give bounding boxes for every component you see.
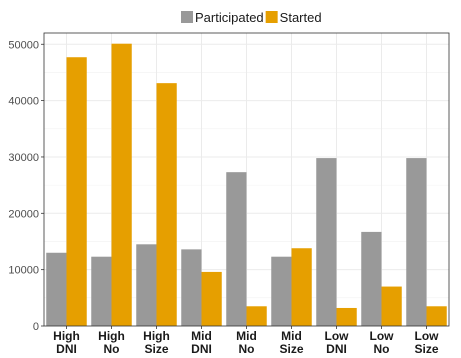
bars (46, 43, 447, 327)
x-tick-label-line: Low (370, 329, 395, 343)
x-tick-label-line: Low (415, 329, 440, 343)
bar-started-high-dni (66, 57, 87, 326)
x-tick-label-line: High (98, 329, 125, 343)
legend-swatch-participated (181, 11, 193, 23)
y-tick-label: 40000 (8, 96, 39, 108)
x-tick-label-line: Size (144, 342, 168, 356)
x-tick-label-line: Mid (191, 329, 212, 343)
bar-started-high-size (156, 83, 177, 327)
y-tick-label: 10000 (8, 265, 39, 277)
x-tick-label-line: DNI (56, 342, 77, 356)
x-tick-label: High Size (143, 329, 170, 356)
x-tick-label: Mid Size (279, 329, 303, 356)
x-tick-label: Low DNI (325, 329, 350, 356)
x-tick-label-line: Mid (236, 329, 257, 343)
y-tick-label: 0 (33, 321, 39, 333)
bar-participated-mid-no (226, 172, 247, 326)
y-tick-label: 50000 (8, 39, 39, 51)
x-tick-label: Mid No (236, 329, 257, 356)
legend-swatch-started (265, 11, 278, 23)
bar-participated-high-no (91, 256, 112, 326)
x-tick-label-line: High (143, 329, 170, 343)
x-tick-label-line: No (104, 342, 120, 356)
bar-started-low-size (426, 306, 447, 326)
bar-participated-low-size (406, 158, 427, 326)
x-tick-label-line: Size (414, 342, 438, 356)
legend: Participated Started (181, 10, 322, 25)
bar-participated-mid-size (271, 256, 292, 326)
x-tick-label-line: DNI (191, 342, 212, 356)
bar-started-mid-no (246, 306, 267, 326)
bar-participated-high-size (136, 244, 157, 326)
x-tick-label-line: Low (325, 329, 350, 343)
plot-area (43, 32, 450, 327)
x-tick-label: Low Size (414, 329, 439, 356)
legend-label-participated: Participated (195, 10, 264, 25)
x-tick-label: High DNI (53, 329, 80, 356)
bar-participated-high-dni (46, 252, 67, 326)
x-tick-label-line: No (239, 342, 255, 356)
bar-participated-low-dni (316, 158, 337, 326)
x-tick-label-line: DNI (326, 342, 347, 356)
y-axis: 0 10000 20000 30000 40000 50000 (8, 39, 44, 333)
x-tick-label-line: High (53, 329, 80, 343)
y-tick-label: 30000 (8, 152, 39, 164)
x-tick-label: Low No (370, 329, 395, 356)
x-tick-label-line: Size (279, 342, 303, 356)
x-tick-label-line: No (374, 342, 390, 356)
x-tick-label: Mid DNI (191, 329, 212, 356)
y-tick-label: 20000 (8, 208, 39, 220)
bar-started-low-no (381, 286, 402, 326)
legend-label-started: Started (280, 10, 322, 25)
bar-participated-low-no (361, 231, 382, 326)
x-tick-label: High No (98, 329, 125, 356)
bar-started-mid-dni (201, 271, 222, 326)
bar-started-high-no (111, 43, 132, 326)
bar-started-low-dni (336, 307, 357, 326)
bar-started-mid-size (291, 248, 312, 326)
x-tick-label-line: Mid (281, 329, 302, 343)
bar-participated-mid-dni (181, 249, 202, 326)
